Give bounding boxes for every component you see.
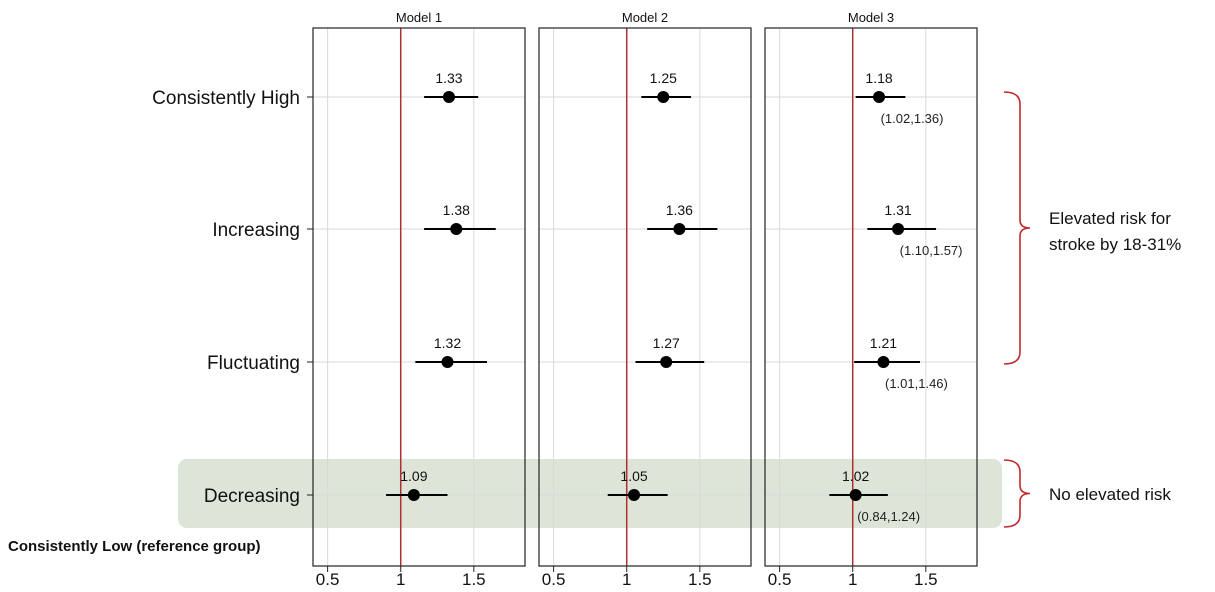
panel-2-title: Model 2: [622, 10, 668, 25]
panel-3-ci-label: (1.01,1.46): [885, 376, 948, 391]
panel-2-frame: [538, 27, 752, 567]
panel-2-x-tick-label: 0.5: [542, 570, 566, 589]
panel-1-title: Model 1: [396, 10, 442, 25]
panel-2-estimate-point: [628, 489, 641, 501]
row-label: Increasing: [212, 220, 300, 241]
panel-1-estimate-point: [441, 356, 454, 368]
panel-3-estimate-label: 1.21: [870, 335, 897, 351]
panel-3-estimate-point: [873, 91, 886, 103]
highlight-band: [178, 459, 1002, 528]
reference-group-label: Consistently Low (reference group): [8, 538, 261, 555]
panel-3-estimate-point: [877, 356, 890, 368]
panel-1-estimate-point: [450, 223, 463, 235]
panel-1-estimate-label: 1.09: [400, 468, 427, 484]
panel-3-title: Model 3: [848, 10, 894, 25]
panel-3-x-tick-label: 1.5: [914, 570, 938, 589]
panel-3-ci-label: (1.02,1.36): [881, 111, 944, 126]
panel-1-x-tick-label: 1.5: [462, 570, 486, 589]
panel-1-estimate-label: 1.32: [434, 335, 461, 351]
bracket-elevated-risk: [1003, 91, 1031, 365]
panel-3-estimate-label: 1.18: [865, 70, 892, 86]
panel-3-estimate-point: [849, 489, 862, 501]
annotation-elevated-risk: stroke by 18-31%: [1049, 235, 1181, 254]
panel-2-estimate-point: [673, 223, 686, 235]
panel-3-x-tick-label: 1: [848, 570, 857, 589]
annotation-no-elevated-risk: No elevated risk: [1049, 485, 1171, 504]
panel-2-estimate-label: 1.27: [653, 335, 680, 351]
row-label: Fluctuating: [207, 353, 300, 374]
panel-2-estimate-label: 1.36: [666, 202, 693, 218]
row-label: Decreasing: [204, 486, 300, 507]
panel-2-estimate-point: [657, 91, 670, 103]
annotation-elevated-risk: Elevated risk for: [1049, 209, 1171, 228]
panel-2-estimate-point: [660, 356, 673, 368]
panel-3-estimate-point: [892, 223, 905, 235]
panel-3-x-tick-label: 0.5: [768, 570, 792, 589]
row-label: Consistently High: [152, 88, 300, 109]
panel-1-x-tick-label: 1: [396, 570, 405, 589]
panel-2-x-tick-label: 1: [622, 570, 631, 589]
panel-3-estimate-label: 1.02: [842, 468, 869, 484]
panel-2-x-tick-label: 1.5: [688, 570, 712, 589]
panel-2-estimate-label: 1.05: [620, 468, 647, 484]
panel-1-estimate-label: 1.38: [443, 202, 470, 218]
panel-3-estimate-label: 1.31: [884, 202, 911, 218]
panel-1-frame: [312, 27, 526, 567]
panel-2-estimate-label: 1.25: [650, 70, 677, 86]
panel-3-frame: [764, 27, 978, 567]
panel-1-x-tick-label: 0.5: [316, 570, 340, 589]
bracket-no-elevated-risk: [1003, 459, 1031, 528]
panel-1-estimate-point: [407, 489, 420, 501]
panel-3-ci-label: (1.10,1.57): [900, 243, 963, 258]
panel-1-estimate-label: 1.33: [435, 70, 462, 86]
panel-1-estimate-point: [442, 91, 455, 103]
panel-3-ci-label: (0.84,1.24): [857, 509, 920, 524]
